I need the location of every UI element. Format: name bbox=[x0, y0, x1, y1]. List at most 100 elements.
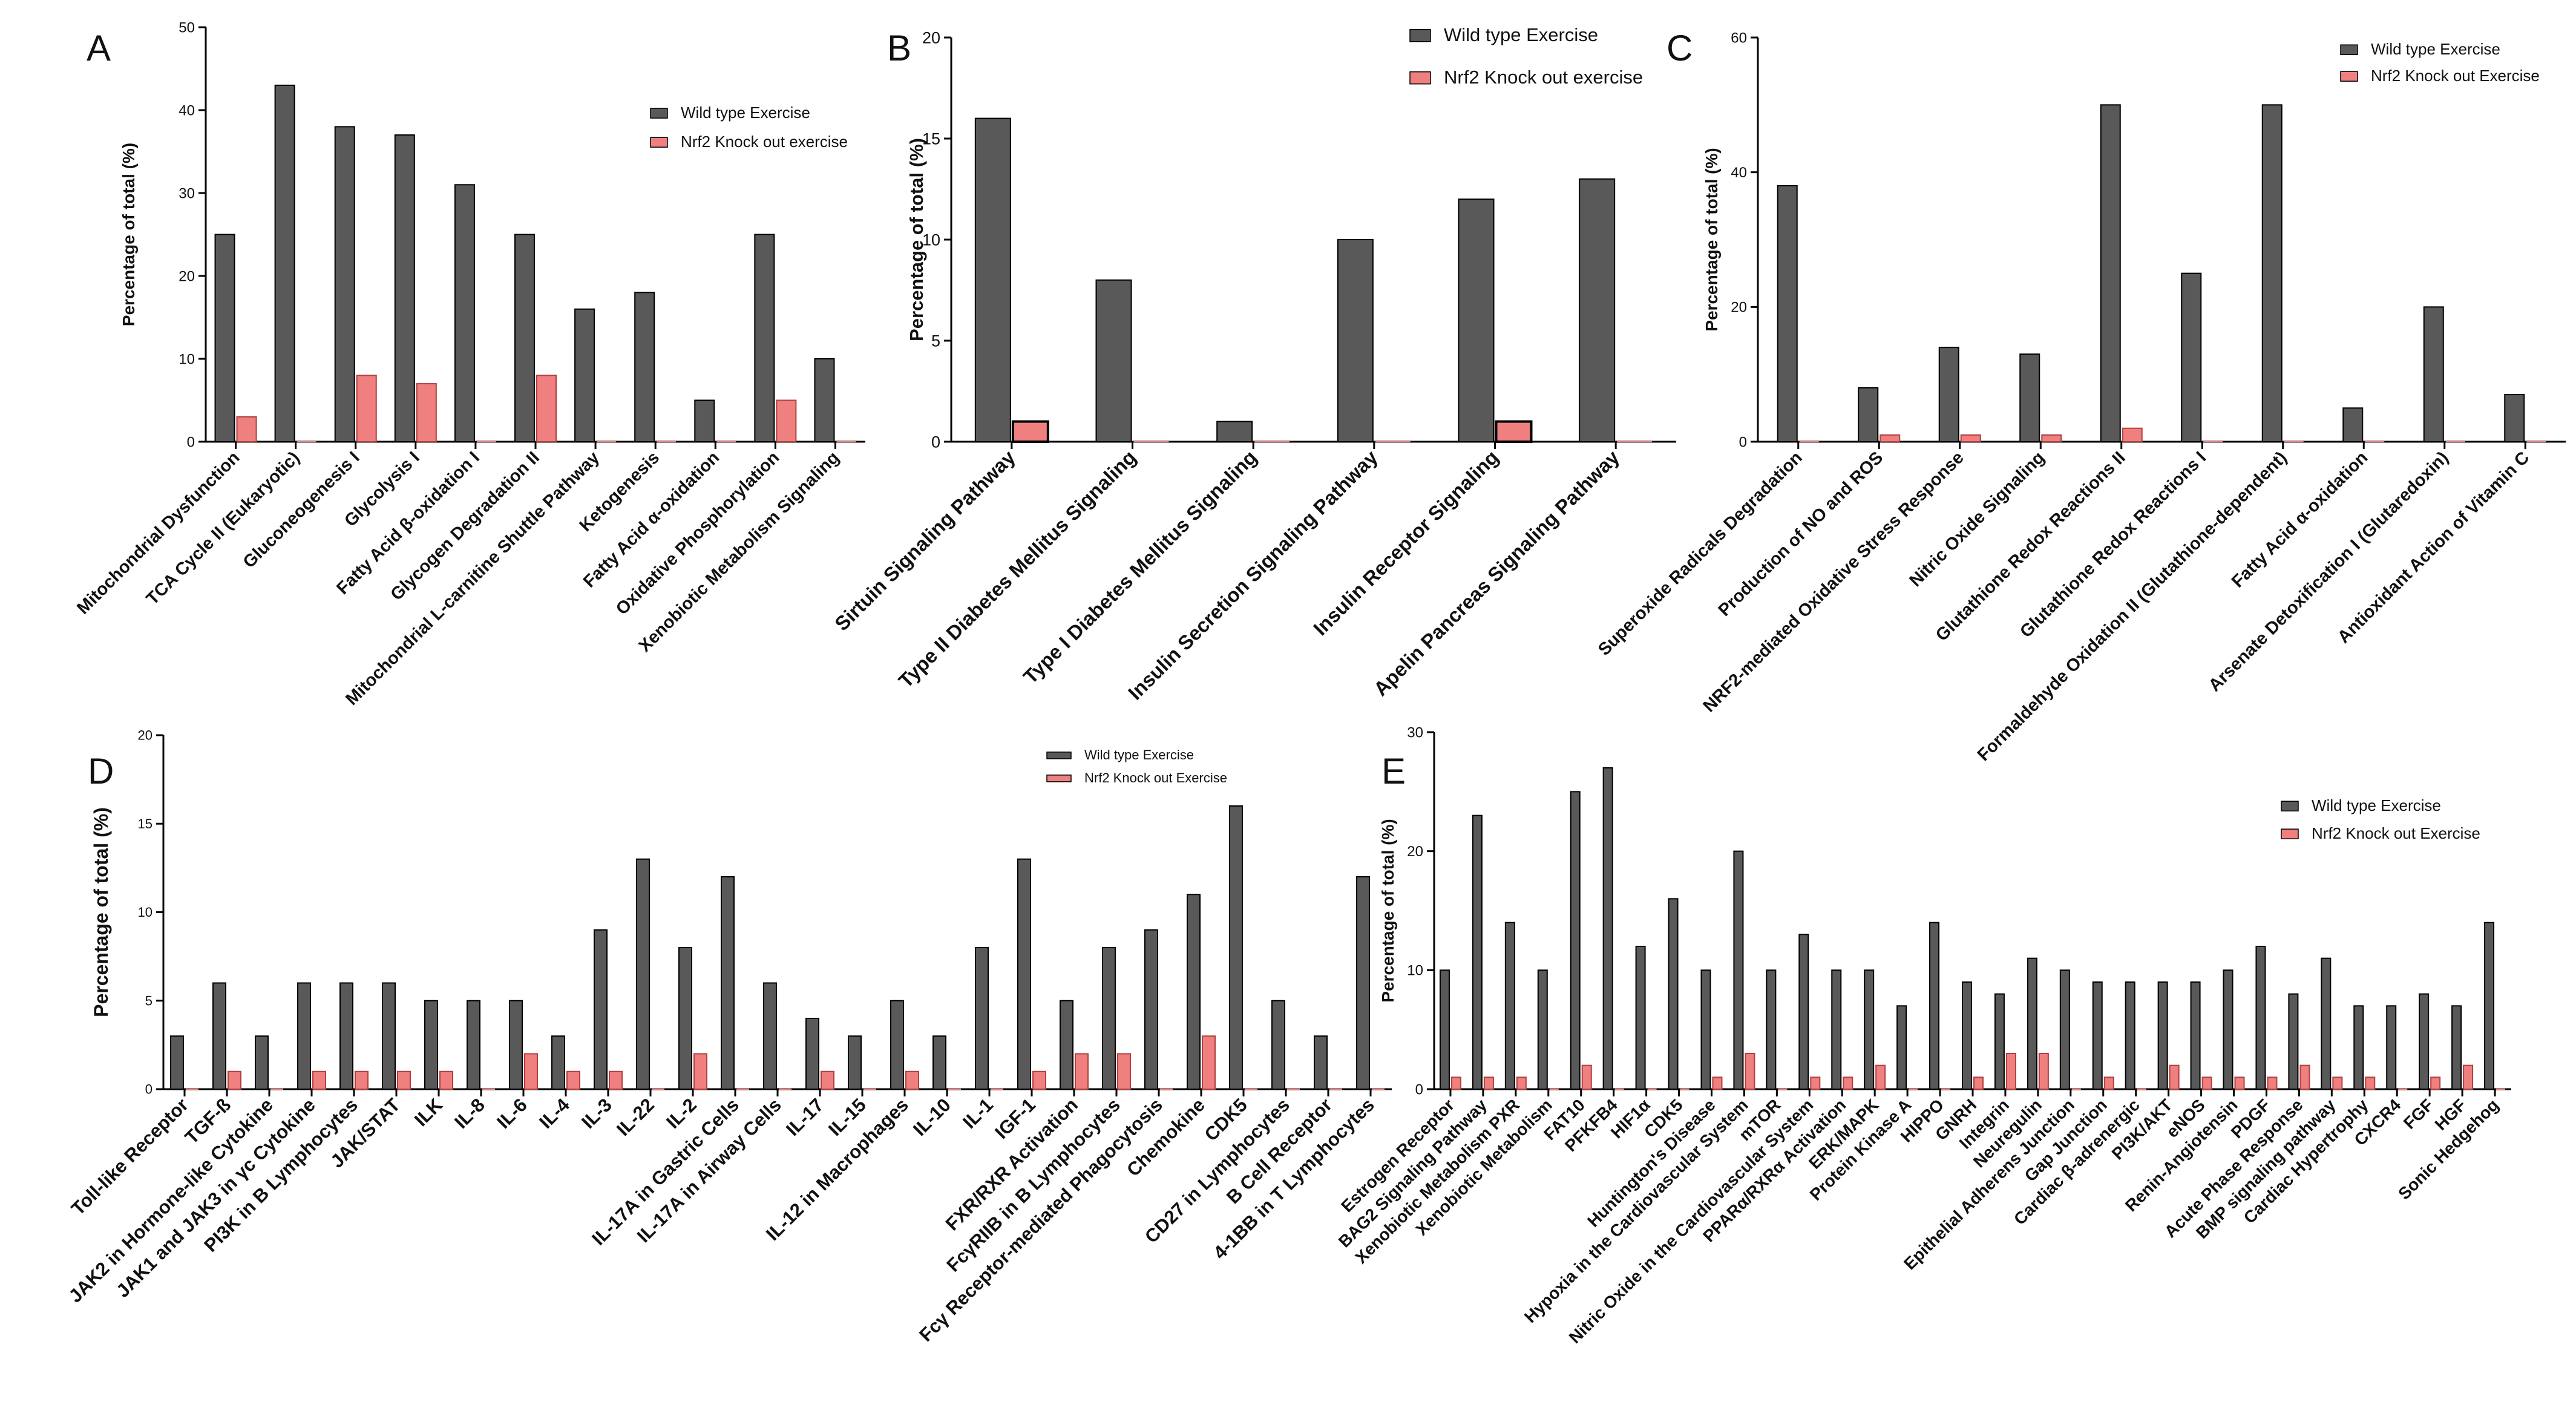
bar-wild-type bbox=[1537, 969, 1548, 1090]
bar-knockout bbox=[1745, 1053, 1755, 1090]
y-tick-label: 20 bbox=[179, 268, 195, 284]
bar-wild-type bbox=[1095, 279, 1132, 442]
bar-wild-type bbox=[974, 117, 1011, 443]
bar-knockout bbox=[2365, 1076, 2376, 1090]
y-tick-label: 15 bbox=[922, 129, 940, 148]
bar-knockout bbox=[1117, 1053, 1131, 1090]
bar-knockout bbox=[1960, 434, 1981, 442]
bar-knockout bbox=[2267, 1076, 2278, 1090]
legend-label-knockout: Nrf2 Knock out Exercise bbox=[2371, 67, 2540, 85]
y-tick-label: 30 bbox=[179, 185, 195, 201]
y-tick-label: 20 bbox=[138, 728, 152, 743]
bar-wild-type bbox=[1938, 347, 1959, 443]
category-label: Nitric Oxide Signaling bbox=[1906, 448, 2049, 591]
bar-knockout bbox=[609, 1070, 623, 1090]
bar-knockout bbox=[2041, 434, 2062, 442]
y-axis-title: Percentage of total (%) bbox=[90, 807, 112, 1017]
bar-wild-type bbox=[467, 1000, 480, 1090]
bar-knockout bbox=[1202, 1035, 1216, 1090]
y-axis-title: Percentage of total (%) bbox=[1702, 148, 1721, 331]
bar-wild-type bbox=[1458, 198, 1495, 442]
category-label: IL-6 bbox=[493, 1094, 531, 1133]
legend-label-wild-type: Wild type Exercise bbox=[681, 103, 810, 122]
y-tick-label: 0 bbox=[931, 433, 940, 451]
bar-wild-type bbox=[1271, 1000, 1285, 1090]
bar-knockout bbox=[2430, 1076, 2441, 1090]
bar-wild-type bbox=[2223, 969, 2234, 1090]
y-tick-label: 10 bbox=[138, 905, 152, 920]
bar-wild-type bbox=[2100, 104, 2121, 443]
bar-knockout bbox=[776, 399, 797, 442]
bar-knockout bbox=[228, 1070, 241, 1090]
bar-wild-type bbox=[1831, 969, 1842, 1090]
bar-knockout bbox=[416, 383, 437, 442]
bar-knockout bbox=[2332, 1076, 2343, 1090]
bar-knockout bbox=[2038, 1053, 2049, 1090]
bar-wild-type bbox=[334, 126, 355, 442]
bar-knockout bbox=[2122, 427, 2143, 443]
y-tick-label: 20 bbox=[1731, 300, 1747, 316]
y-tick-label: 0 bbox=[187, 434, 195, 450]
bar-wild-type bbox=[754, 234, 775, 442]
bar-wild-type bbox=[763, 982, 777, 1090]
panel-label: D bbox=[88, 751, 114, 791]
bar-wild-type bbox=[1929, 922, 1940, 1090]
bar-wild-type bbox=[2451, 1005, 2462, 1090]
bar-knockout bbox=[693, 1053, 707, 1090]
panel-label: E bbox=[1381, 751, 1406, 791]
bar-knockout bbox=[1810, 1076, 1821, 1090]
bar-wild-type bbox=[1733, 850, 1744, 1090]
bar-wild-type bbox=[1504, 922, 1515, 1090]
bar-wild-type bbox=[2181, 272, 2202, 442]
legend-label-wild-type: Wild type Exercise bbox=[2312, 796, 2441, 814]
y-tick-label: 30 bbox=[1407, 724, 1423, 741]
bar-knockout bbox=[312, 1070, 326, 1090]
bar-wild-type bbox=[212, 982, 226, 1090]
bar-wild-type bbox=[2157, 981, 2168, 1090]
bar-wild-type bbox=[297, 982, 311, 1090]
legend-label-knockout: Nrf2 Knock out exercise bbox=[1444, 67, 1643, 88]
bar-wild-type bbox=[694, 399, 715, 442]
bar-knockout bbox=[1880, 434, 1901, 442]
bar-wild-type bbox=[932, 1035, 946, 1090]
y-tick-label: 15 bbox=[138, 816, 152, 831]
y-tick-label: 60 bbox=[1731, 30, 1747, 46]
bar-wild-type bbox=[1896, 1005, 1907, 1090]
bar-wild-type bbox=[509, 1000, 523, 1090]
bar-wild-type bbox=[2484, 922, 2495, 1090]
bar-wild-type bbox=[1229, 805, 1243, 1090]
bar-knockout bbox=[905, 1070, 919, 1090]
bar-wild-type bbox=[2419, 993, 2430, 1090]
y-tick-label: 5 bbox=[145, 993, 152, 1008]
category-label: IL-3 bbox=[577, 1094, 616, 1133]
legend-swatch-knockout bbox=[2281, 828, 2299, 839]
bar-wild-type bbox=[274, 84, 295, 442]
category-label: IL-8 bbox=[450, 1094, 489, 1133]
category-label: IL-17 bbox=[782, 1094, 828, 1140]
bar-wild-type bbox=[2190, 981, 2201, 1090]
bar-knockout bbox=[1973, 1076, 1984, 1090]
bar-wild-type bbox=[1472, 814, 1483, 1090]
bar-wild-type bbox=[2125, 981, 2135, 1090]
bar-knockout bbox=[356, 375, 377, 443]
bar-wild-type bbox=[382, 982, 396, 1090]
y-tick-label: 5 bbox=[931, 332, 940, 350]
bar-wild-type bbox=[1602, 767, 1613, 1090]
category-label: Type II Diabetes Mellitus Signaling bbox=[894, 446, 1141, 692]
legend-swatch-knockout bbox=[2340, 71, 2358, 82]
category-label: Type I Diabetes Mellitus Signaling bbox=[1019, 446, 1261, 688]
bar-wild-type bbox=[2027, 957, 2037, 1090]
bar-knockout bbox=[1875, 1064, 1886, 1090]
panel-label: A bbox=[87, 28, 111, 68]
bar-knockout bbox=[397, 1070, 411, 1090]
bar-wild-type bbox=[636, 858, 650, 1090]
y-tick-label: 0 bbox=[1739, 434, 1747, 450]
bar-wild-type bbox=[1102, 947, 1116, 1090]
category-label: Insulin Secretion Signaling Pathway bbox=[1124, 445, 1382, 704]
y-tick-label: 20 bbox=[922, 28, 940, 47]
bar-knockout bbox=[1516, 1076, 1527, 1090]
bar-knockout bbox=[1032, 1070, 1046, 1090]
bar-wild-type bbox=[634, 292, 655, 442]
